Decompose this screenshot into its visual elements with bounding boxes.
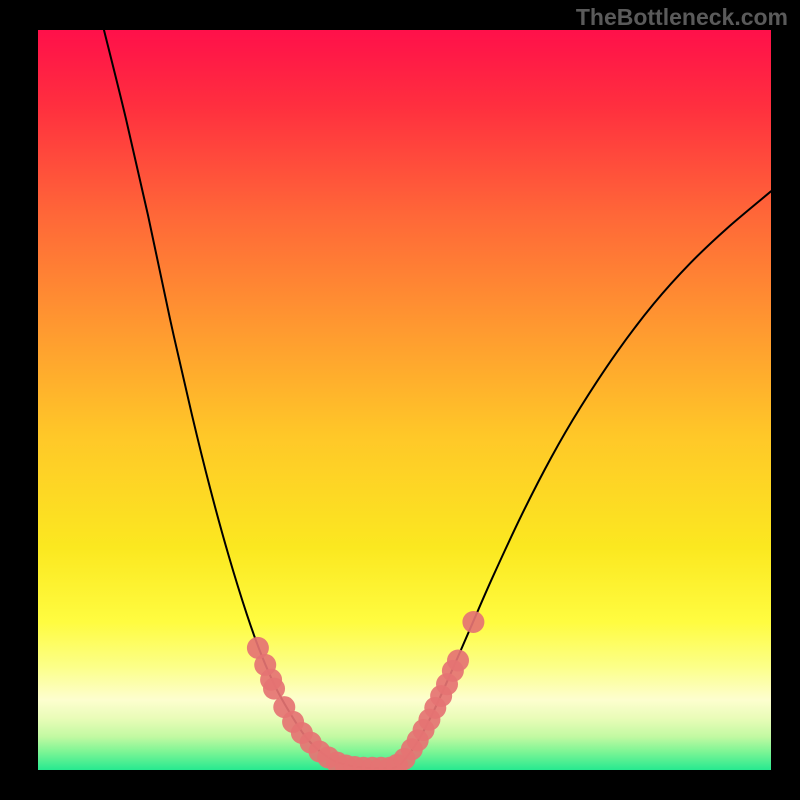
data-marker [263,678,285,700]
data-marker [462,611,484,633]
data-marker [447,649,469,671]
data-markers [38,30,771,770]
plot-area [38,30,771,770]
watermark-text: TheBottleneck.com [576,4,788,31]
